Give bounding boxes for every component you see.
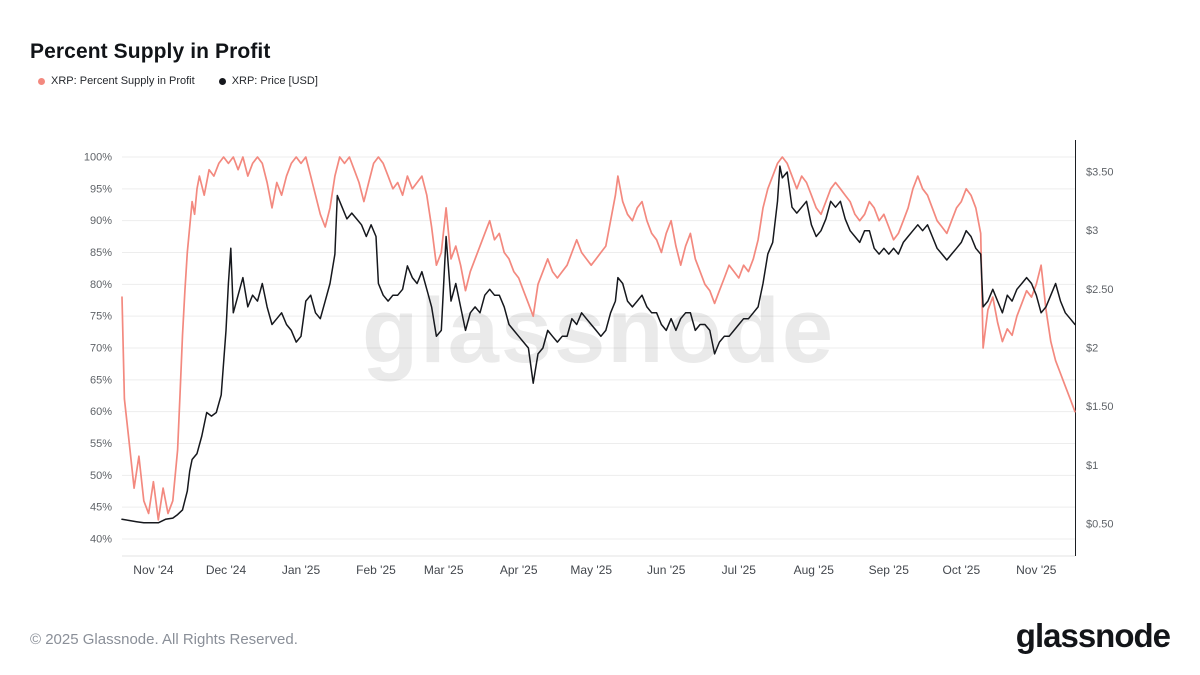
left-axis-tick-label: 65% — [90, 374, 112, 386]
legend-item-percent-supply-in-profit[interactable]: XRP: Percent Supply in Profit — [38, 75, 195, 87]
chart-area: 100% 95% 90% 85% 80% 75% 70% 65% 60% 55% 50% 45% 40%… — [0, 100, 1200, 610]
legend-dot-percent-supply-icon — [38, 77, 45, 85]
x-axis-tick-label: May '25 — [570, 563, 612, 577]
legend-item-price[interactable]: XRP: Price [USD] — [218, 75, 318, 87]
copyright-text: © 2025 Glassnode. All Rights Reserved. — [30, 631, 298, 648]
left-axis-tick-label: 85% — [90, 247, 112, 259]
x-axis-tick-label: Oct '25 — [942, 563, 980, 577]
right-axis-tick-label: $1.50 — [1086, 401, 1114, 413]
legend-label-percent-supply: XRP: Percent Supply in Profit — [51, 75, 195, 87]
x-axis-tick-label: Aug '25 — [794, 563, 835, 577]
right-axis-tick-label: $1 — [1086, 460, 1098, 472]
x-axis-tick-label: Nov '24 — [133, 563, 174, 577]
left-axis-tick-label: 95% — [90, 183, 112, 195]
glassnode-watermark: glassnode — [362, 280, 835, 382]
x-axis-tick-label: Nov '25 — [1016, 563, 1057, 577]
left-axis-tick-label: 60% — [90, 406, 112, 418]
right-axis-tick-label: $3.50 — [1086, 167, 1114, 179]
left-axis-tick-label: 55% — [90, 438, 112, 450]
left-axis-tick-label: 70% — [90, 343, 112, 355]
x-axis-tick-label: Apr '25 — [500, 563, 538, 577]
price-profit-chart-canvas[interactable]: 100% 95% 90% 85% 80% 75% 70% 65% 60% 55% 50% 45% 40%… — [0, 100, 1200, 610]
left-axis-tick-label: 75% — [90, 311, 112, 323]
left-axis-tick-label: 80% — [90, 279, 112, 291]
x-axis-tick-label: Feb '25 — [356, 563, 396, 577]
legend-dot-price-icon — [218, 77, 226, 85]
glassnode-logo: glassnode — [1015, 617, 1171, 654]
right-axis-tick-label: $0.50 — [1086, 519, 1114, 531]
right-axis-tick-label: $2.50 — [1086, 284, 1114, 296]
x-axis-tick-label: Jun '25 — [647, 563, 686, 577]
left-axis-tick-label: 90% — [90, 215, 112, 227]
left-axis-tick-label: 50% — [90, 470, 112, 482]
right-axis-tick-label: $2 — [1086, 343, 1098, 355]
x-axis-tick-label: Dec '24 — [206, 563, 247, 577]
series-percent-supply-in-profit — [121, 156, 1076, 521]
x-axis-tick-label: Mar '25 — [424, 563, 464, 577]
page-title: Percent Supply in Profit — [30, 40, 271, 64]
chart-legend: XRP: Percent Supply in Profit XRP: Price… — [38, 75, 318, 87]
x-axis-tick-label: Sep '25 — [869, 563, 910, 577]
left-axis-tick-label: 100% — [84, 152, 112, 164]
left-axis-tick-label: 40% — [90, 534, 112, 546]
x-axis-tick-label: Jan '25 — [282, 563, 321, 577]
right-axis-tick-label: $3 — [1086, 225, 1098, 237]
series-price-usd — [121, 165, 1076, 524]
x-axis-tick-label: Jul '25 — [722, 563, 757, 577]
left-axis-tick-label: 45% — [90, 502, 112, 514]
legend-label-price: XRP: Price [USD] — [231, 75, 318, 87]
